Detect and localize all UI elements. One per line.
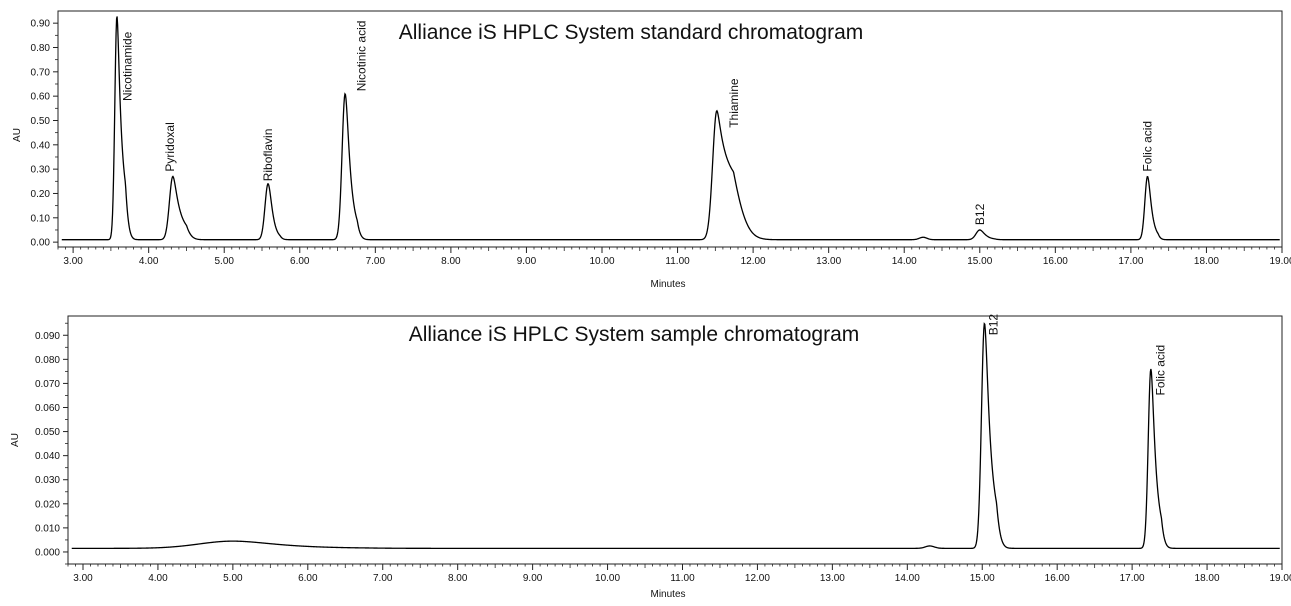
y-axis-label: AU	[10, 433, 21, 447]
x-tick-label: 3.00	[73, 573, 93, 584]
peak-label: B12	[973, 203, 987, 225]
peak-label: Folic acid	[1154, 345, 1168, 396]
y-tick-label: 0.40	[31, 140, 51, 151]
y-tick-label: 0.010	[35, 523, 60, 534]
x-tick-label: 10.00	[595, 573, 620, 584]
chart-title: Alliance iS HPLC System sample chromatog…	[409, 323, 860, 346]
peak-label: Pyridoxal	[163, 122, 177, 171]
x-tick-label: 8.00	[441, 256, 461, 267]
y-tick-label: 0.020	[35, 499, 60, 510]
y-tick-label: 0.60	[31, 92, 51, 103]
x-tick-label: 15.00	[967, 256, 992, 267]
y-tick-label: 0.050	[35, 427, 60, 438]
x-tick-label: 17.00	[1120, 573, 1145, 584]
x-tick-label: 9.00	[523, 573, 543, 584]
peak-label: B12	[986, 314, 1000, 336]
x-tick-label: 18.00	[1194, 256, 1219, 267]
chromatogram-trace	[71, 322, 1280, 549]
x-tick-label: 13.00	[820, 573, 845, 584]
y-tick-label: 0.00	[31, 238, 51, 249]
x-tick-label: 14.00	[895, 573, 920, 584]
x-tick-label: 5.00	[223, 573, 243, 584]
standard-chromatogram-panel: Alliance iS HPLC System standard chromat…	[12, 10, 1291, 290]
y-tick-label: 0.030	[35, 475, 60, 486]
y-tick-label: 0.70	[31, 67, 51, 78]
x-tick-label: 4.00	[139, 256, 159, 267]
y-tick-label: 0.10	[31, 213, 51, 224]
plot-frame	[57, 10, 1283, 248]
y-tick-label: 0.080	[35, 355, 60, 366]
x-tick-label: 17.00	[1118, 256, 1143, 267]
x-tick-label: 6.00	[290, 256, 310, 267]
plot-frame	[67, 315, 1283, 565]
peak-label: Thiamine	[727, 78, 741, 128]
x-tick-label: 11.00	[670, 573, 695, 584]
y-tick-label: 0.50	[31, 116, 51, 127]
x-tick-label: 4.00	[148, 573, 168, 584]
peak-label: Nicotinic acid	[355, 21, 369, 92]
y-axis-label: AU	[12, 128, 23, 142]
x-tick-label: 12.00	[741, 256, 766, 267]
x-tick-label: 14.00	[892, 256, 917, 267]
y-tick-label: 0.040	[35, 451, 60, 462]
peak-label: Folic acid	[1141, 121, 1155, 172]
x-tick-label: 16.00	[1043, 256, 1068, 267]
y-tick-label: 0.000	[35, 547, 60, 558]
y-tick-label: 0.30	[31, 165, 51, 176]
x-tick-label: 6.00	[298, 573, 318, 584]
axis-ticks: 3.00 4.00 5.00 6.00 7.00 8.00 9.00 10.00 11.00 12…	[35, 322, 1291, 584]
x-tick-label: 16.00	[1045, 573, 1070, 584]
chart-title: Alliance iS HPLC System standard chromat…	[399, 21, 864, 44]
x-tick-label: 10.00	[589, 256, 614, 267]
y-tick-label: 0.80	[31, 43, 51, 54]
x-tick-label: 19.00	[1269, 256, 1291, 267]
x-tick-label: 8.00	[448, 573, 468, 584]
x-tick-label: 7.00	[373, 573, 393, 584]
y-tick-label: 0.20	[31, 189, 51, 200]
peak-label: Nicotinamide	[121, 31, 135, 101]
x-tick-label: 5.00	[214, 256, 234, 267]
y-tick-label: 0.060	[35, 403, 60, 414]
x-tick-label: 11.00	[665, 256, 690, 267]
y-tick-label: 0.090	[35, 331, 60, 342]
x-axis-label: Minutes	[650, 589, 685, 600]
chromatogram-trace	[61, 16, 1280, 241]
x-tick-label: 13.00	[816, 256, 841, 267]
peak-labels: B12 Folic acid	[986, 314, 1167, 396]
x-tick-label: 19.00	[1269, 573, 1291, 584]
sample-chromatogram-panel: Alliance iS HPLC System sample chromatog…	[10, 314, 1291, 600]
x-tick-label: 9.00	[517, 256, 537, 267]
y-tick-label: 0.90	[31, 19, 51, 30]
x-tick-label: 7.00	[366, 256, 386, 267]
peak-label: Riboflavin	[261, 129, 275, 182]
x-tick-label: 12.00	[745, 573, 770, 584]
peak-labels: Nicotinamide Pyridoxal Riboflavin Nicotinic…	[121, 21, 1155, 226]
x-axis-label: Minutes	[650, 279, 685, 290]
x-tick-label: 3.00	[63, 256, 83, 267]
x-tick-label: 15.00	[970, 573, 995, 584]
axis-ticks: 3.00 4.00 5.00 6.00 7.00 8.00 9.00 10.00 11.00 12…	[31, 19, 1291, 267]
x-tick-label: 18.00	[1195, 573, 1220, 584]
y-tick-label: 0.070	[35, 379, 60, 390]
